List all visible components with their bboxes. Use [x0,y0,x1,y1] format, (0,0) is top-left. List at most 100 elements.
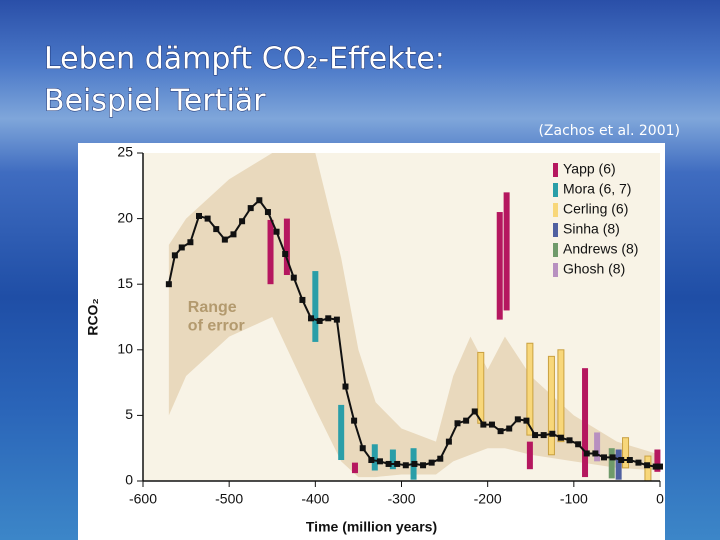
point [351,417,358,424]
point [325,315,332,322]
x-tick-label: -500 [215,491,243,507]
point [376,458,383,465]
point [652,463,659,470]
y-axis-label: RCO₂ [85,298,101,335]
range-bar [526,342,534,436]
y-tick-label: 25 [117,144,133,160]
point [549,430,556,437]
point [204,215,211,222]
point [626,457,633,464]
point [497,428,504,435]
y-tick-label: 0 [125,472,133,488]
point [187,239,194,246]
point [196,212,203,219]
point [299,296,306,303]
point [532,432,539,439]
point [540,432,547,439]
range-bar [496,212,503,320]
point [178,244,185,251]
range-bar [615,449,622,480]
point [635,459,642,466]
range-bar [557,349,565,443]
legend-swatch [553,163,558,177]
annotation: Range [188,299,237,316]
point [221,236,228,243]
annotation: of error [188,317,245,334]
point [575,441,582,448]
point [557,434,564,441]
point [256,197,263,204]
x-tick-label: -300 [387,491,415,507]
point [506,425,513,432]
axes: 0 5 10 15 20 25 -600 -500 -400 -300 -200 -100 0 Time … [85,144,664,535]
y-tick-label: 20 [117,209,133,225]
point [428,459,435,466]
range-bar [477,351,485,424]
x-tick-label: -200 [474,491,502,507]
legend-label: Andrews (8) [563,241,638,257]
range-bar [582,368,589,478]
point [600,454,607,461]
range-bar [503,192,510,311]
point [523,417,530,424]
error-band [168,153,660,478]
x-tick-label: -600 [129,491,157,507]
point [657,463,663,470]
legend-swatch [553,223,558,237]
point [385,460,392,467]
range-bar [644,455,652,482]
y-tick-label: 15 [117,275,133,291]
point [290,274,297,281]
point [609,454,616,461]
range-bar [338,404,345,461]
title-line: Beispiel Tertiär [44,84,266,119]
range-bar [312,271,319,342]
range-bar [622,437,630,469]
legend: Yapp (6) Mora (6, 7) Cerling (6) Sinha (8) A… [553,161,638,277]
point [213,226,220,233]
legend-label: Cerling (6) [563,201,628,217]
point [316,317,323,324]
point [480,421,487,428]
title-line: Leben dämpft CO₂-Effekte: [44,42,445,77]
x-tick-label: -400 [301,491,329,507]
y-tick-label: 5 [125,406,133,422]
x-axis-label: Time (million years) [306,519,437,535]
point [247,205,254,212]
point [239,218,246,225]
point [566,437,573,444]
point [394,460,401,467]
citation: (Zachos et al. 2001) [538,123,680,139]
point [644,462,651,469]
point [437,455,444,462]
range-bar [654,449,661,472]
range-bar [547,355,555,456]
point [171,252,178,259]
point [333,316,340,323]
point [454,420,461,427]
point [420,462,427,469]
y-tick-label: 10 [117,341,133,357]
range-bar [526,441,533,470]
point [463,417,470,424]
point [230,231,237,238]
legend-label: Ghosh (8) [563,261,625,277]
point [592,450,599,457]
point [445,438,452,445]
point [359,445,366,452]
range-bar [351,462,358,474]
point [342,383,349,390]
legend-swatch [553,243,558,257]
legend-swatch [553,203,558,217]
range-bar [608,448,615,479]
point [411,460,418,467]
point [368,457,375,464]
legend-label: Yapp (6) [563,161,616,177]
x-tick-label: 0 [656,491,664,507]
point [165,281,172,288]
point [488,421,495,428]
range-bar [283,218,290,276]
